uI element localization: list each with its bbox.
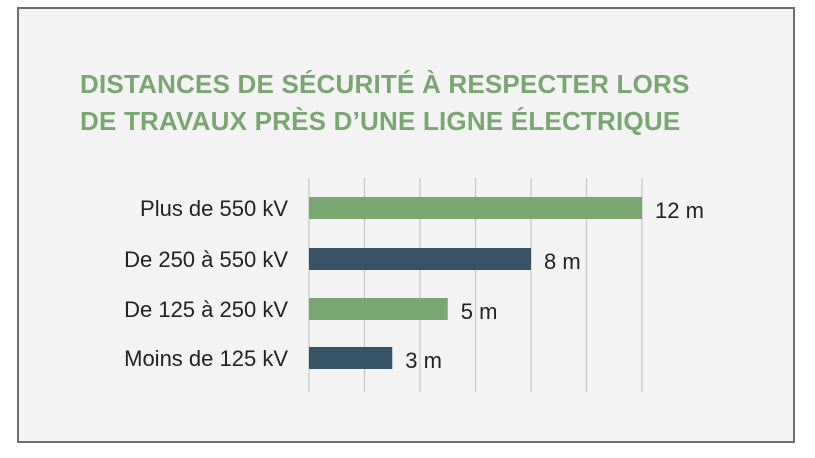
category-label: Moins de 125 kV <box>124 346 288 371</box>
bar-3 <box>309 298 448 320</box>
value-label: 3 m <box>405 348 442 373</box>
chart-title-line-1: DISTANCES DE SÉCURITÉ À RESPECTER LORS <box>80 69 690 99</box>
chart-title-line-2: DE TRAVAUX PRÈS D’UNE LIGNE ÉLECTRIQUE <box>80 106 681 136</box>
category-label: De 250 à 550 kV <box>124 247 288 272</box>
chart-title: DISTANCES DE SÉCURITÉ À RESPECTER LORS D… <box>80 66 720 140</box>
category-label: De 125 à 250 kV <box>124 297 288 322</box>
value-label: 12 m <box>655 198 704 223</box>
value-label: 5 m <box>461 299 498 324</box>
bar-4 <box>309 347 393 369</box>
category-label: Plus de 550 kV <box>140 196 288 221</box>
bar-1 <box>309 197 642 219</box>
chart-frame <box>17 7 795 443</box>
value-label: 8 m <box>544 249 581 274</box>
bar-2 <box>309 248 531 270</box>
